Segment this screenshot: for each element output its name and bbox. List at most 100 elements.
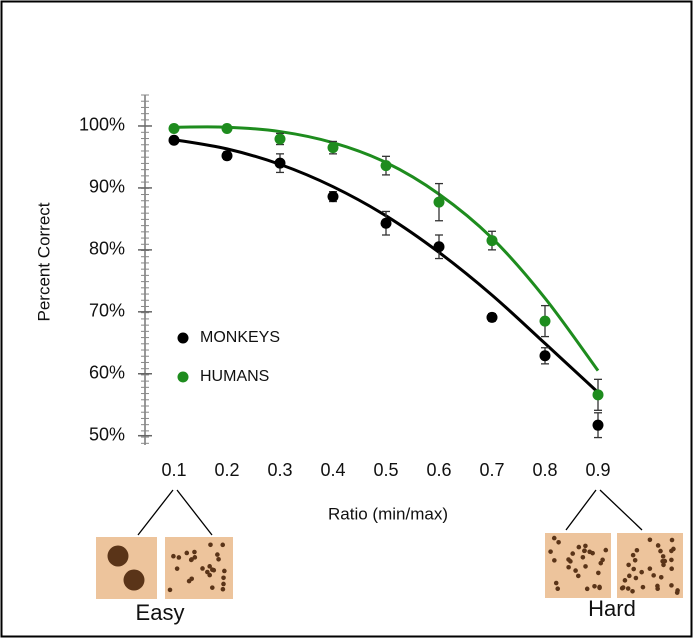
dot (658, 548, 663, 554)
dot (192, 549, 197, 555)
y-axis-label: Percent Correct (34, 202, 53, 321)
dot (655, 583, 660, 589)
dot (209, 585, 215, 590)
y-tick-label: 60% (89, 363, 125, 383)
dot (176, 555, 182, 560)
dot (603, 547, 609, 553)
dot (658, 574, 664, 580)
legend-marker (177, 332, 189, 344)
x-tick-label: 0.3 (267, 460, 292, 480)
dot (626, 562, 631, 568)
data-point (221, 122, 233, 134)
data-point (327, 142, 339, 154)
fit-line (173, 138, 600, 394)
dot (639, 569, 644, 575)
dot (630, 552, 636, 558)
dot (208, 542, 213, 548)
dot (222, 568, 227, 574)
fit-line (173, 125, 600, 372)
dot (184, 550, 190, 556)
dot (633, 575, 639, 581)
legend-marker (177, 371, 189, 383)
dot (640, 584, 646, 590)
dot (211, 567, 217, 573)
x-tick-label: 0.4 (320, 460, 345, 480)
y-tick-label: 90% (89, 177, 125, 197)
dot (583, 543, 588, 549)
data-point (433, 196, 445, 208)
data-point (274, 133, 286, 145)
dot (583, 564, 588, 569)
dot (669, 537, 675, 543)
dot (661, 562, 666, 568)
dot (171, 553, 176, 559)
dot (200, 566, 205, 571)
dot (622, 578, 628, 583)
dot (582, 548, 587, 554)
dot (207, 564, 212, 569)
x-tick-label: 0.6 (426, 460, 451, 480)
dot (632, 557, 638, 563)
dot (627, 573, 632, 579)
data-point (592, 389, 604, 401)
dot (575, 573, 581, 579)
dot (630, 588, 635, 594)
dot (174, 566, 180, 571)
data-point (327, 191, 339, 203)
x-tick-label: 0.1 (161, 460, 186, 480)
x-tick-label: 0.2 (214, 460, 239, 480)
dot (669, 566, 674, 572)
illustrations (96, 533, 683, 599)
easy-box-large (96, 537, 157, 599)
legend-label: HUMANS (200, 368, 269, 385)
dot (566, 564, 571, 570)
dot (123, 569, 145, 591)
y-tick-label: 80% (89, 239, 125, 259)
hard-label: Hard (588, 596, 636, 621)
dot (669, 583, 674, 588)
data-point (539, 350, 551, 362)
dot (220, 586, 226, 592)
dot (625, 586, 631, 591)
x-tick-label: 0.5 (373, 460, 398, 480)
dot (205, 569, 210, 575)
dot (634, 547, 640, 553)
dot (188, 557, 194, 563)
y-tick-label: 70% (89, 301, 125, 321)
dot (556, 539, 561, 545)
data-point (592, 419, 604, 431)
data-point (380, 160, 392, 172)
dot (660, 554, 666, 559)
dot (671, 546, 676, 552)
dot (215, 552, 220, 557)
y-tick-label: 50% (89, 424, 125, 444)
dot (553, 580, 559, 586)
dot (584, 586, 590, 592)
dot (548, 549, 553, 554)
dot (573, 568, 578, 573)
data-point (221, 150, 233, 162)
dot (107, 545, 129, 567)
dot (597, 585, 602, 591)
dot (669, 557, 674, 563)
dot (590, 550, 595, 556)
dot (600, 557, 605, 563)
data-point (168, 134, 180, 146)
dot (221, 581, 226, 587)
dot (592, 583, 597, 589)
dot (555, 586, 561, 592)
dot (167, 587, 173, 593)
dot (576, 544, 582, 550)
pointer-lines (137, 489, 643, 536)
x-axis-label: Ratio (min/max) (328, 504, 448, 523)
dot (647, 537, 653, 543)
data-point (433, 241, 445, 253)
dot (566, 557, 571, 562)
dot (631, 566, 637, 572)
dot (620, 585, 626, 590)
dot (221, 575, 226, 581)
dot (189, 576, 195, 582)
easy-label: Easy (136, 600, 185, 625)
